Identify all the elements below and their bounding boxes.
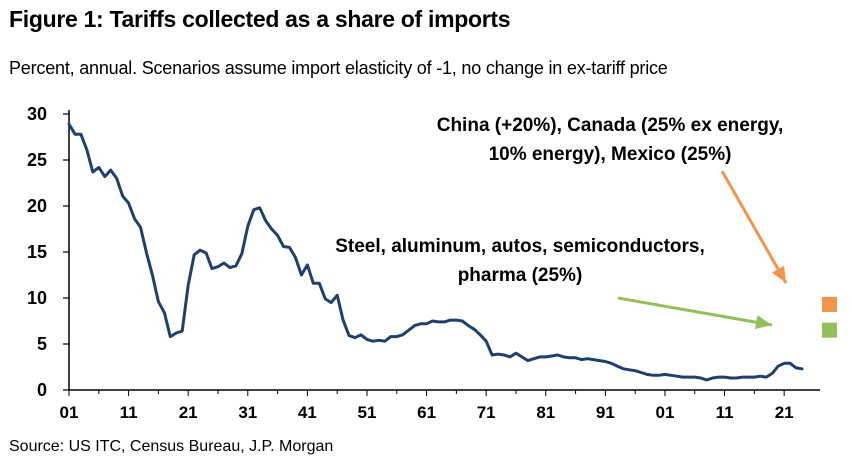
x-tick-label: 21 [179, 403, 198, 422]
x-tick-label: 61 [417, 403, 436, 422]
source-note: Source: US ITC, Census Bureau, J.P. Morg… [9, 438, 334, 455]
y-tick-label: 0 [37, 380, 47, 400]
y-tick-label: 10 [27, 288, 47, 308]
y-tick-label: 20 [27, 196, 47, 216]
ticks: 0 5 10 15 20 25 30 01 11 21 31 41 51 61 71 81 91 01 11 21 [27, 104, 794, 422]
x-tick-label: 81 [536, 403, 555, 422]
annotation-sectoral: pharma (25%) [458, 265, 583, 286]
x-tick-label: 11 [120, 403, 138, 422]
chart-title: Figure 1: Tariffs collected as a share o… [9, 6, 511, 32]
x-tick-label: 11 [716, 403, 734, 422]
y-tick-label: 15 [27, 242, 47, 262]
arrow-orange [720, 170, 788, 284]
y-tick-label: 30 [27, 104, 47, 124]
series-line [67, 122, 804, 382]
scenario-marker-china-canada-mexico [821, 296, 837, 312]
x-tick-label: 21 [775, 403, 794, 422]
arrow-green [617, 296, 773, 327]
annotation-sectoral: Steel, aluminum, autos, semiconductors, [335, 236, 705, 257]
x-tick-label: 51 [358, 403, 377, 422]
arrow-green-head [755, 315, 772, 330]
x-tick-label: 31 [238, 403, 257, 422]
scenario-marker-sectoral [821, 322, 837, 338]
x-tick-label: 91 [596, 403, 615, 422]
scenarios [821, 296, 837, 338]
x-tick-label: 01 [656, 403, 675, 422]
annotations: China (+20%), Canada (25% ex energy, 10% … [335, 115, 788, 330]
y-tick-label: 5 [37, 334, 47, 354]
y-tick-label: 25 [27, 150, 47, 170]
x-tick-label: 71 [477, 403, 496, 422]
x-tick-label: 01 [60, 403, 79, 422]
annotation-china-canada-mexico: 10% energy), Mexico (25%) [489, 144, 732, 165]
chart-subtitle: Percent, annual. Scenarios assume import… [9, 58, 668, 78]
annotation-china-canada-mexico: China (+20%), Canada (25% ex energy, [437, 115, 784, 136]
series [67, 122, 804, 382]
arrow-orange-head [772, 265, 786, 283]
x-tick-label: 41 [298, 403, 317, 422]
